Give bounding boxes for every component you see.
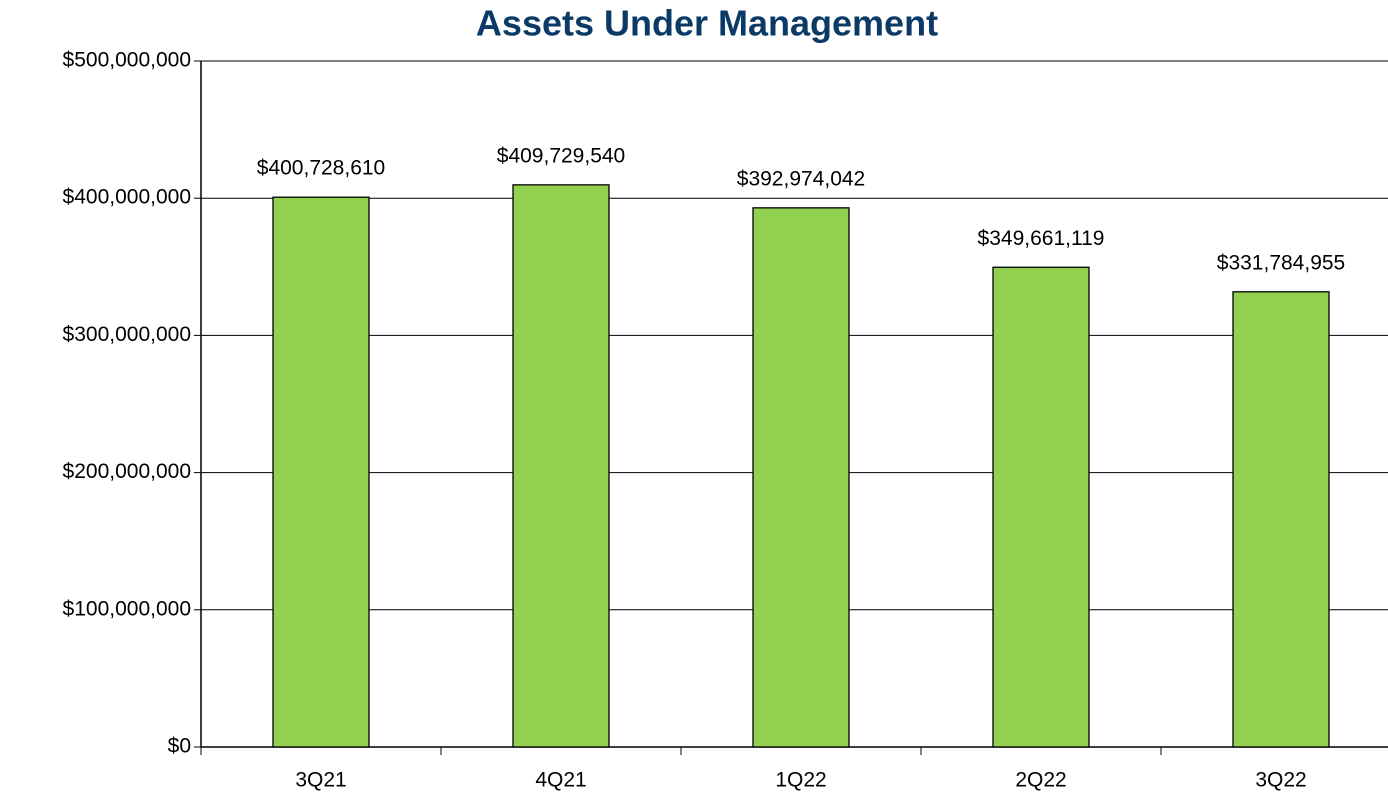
data-label: $349,661,119 [978,227,1105,250]
x-tick-label: 1Q22 [775,769,826,792]
x-tick-label: 4Q21 [535,769,586,792]
data-label: $392,974,042 [737,167,865,190]
bar [992,266,1090,748]
data-label: $409,729,540 [497,144,625,167]
x-tick-label: 3Q22 [1255,769,1306,792]
x-tick-label: 2Q22 [1015,769,1066,792]
bar [512,184,610,748]
y-tick-label: $400,000,000 [63,186,191,209]
y-tick-label: $200,000,000 [63,460,191,483]
chart-title: Assets Under Management [476,3,938,44]
x-tick-label: 3Q21 [295,769,346,792]
bar [1232,291,1330,748]
y-tick-label: $0 [168,735,191,758]
y-tick-label: $100,000,000 [63,597,191,620]
y-tick-label: $500,000,000 [63,49,191,72]
data-label: $331,784,955 [1217,251,1345,274]
data-label: $400,728,610 [257,157,385,180]
bar [272,196,370,748]
bar [752,207,850,748]
y-tick-label: $300,000,000 [63,323,191,346]
